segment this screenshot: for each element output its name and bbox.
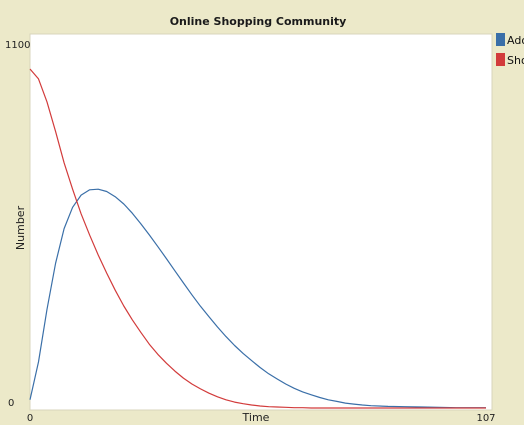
series-layer xyxy=(29,68,486,409)
legend-swatch-shop xyxy=(496,53,505,66)
x-tick-label-min: 0 xyxy=(27,413,33,424)
legend-label-adop: Adop xyxy=(507,34,524,47)
series-line-adop xyxy=(29,188,486,409)
x-axis-label: Time xyxy=(242,411,270,424)
y-tick-label-min: 0 xyxy=(8,398,14,409)
y-tick-label-max: 1100 xyxy=(5,40,30,51)
legend-swatch-adop xyxy=(496,33,505,46)
plot-area xyxy=(29,33,493,411)
series-line-shop xyxy=(29,68,486,409)
legend-label-shop: Shop xyxy=(507,54,524,67)
legend: Adop Shop xyxy=(496,33,524,67)
chart-title: Online Shopping Community xyxy=(170,15,347,28)
x-tick-label-max: 107 xyxy=(476,413,495,424)
y-axis-label: Number xyxy=(14,205,27,250)
